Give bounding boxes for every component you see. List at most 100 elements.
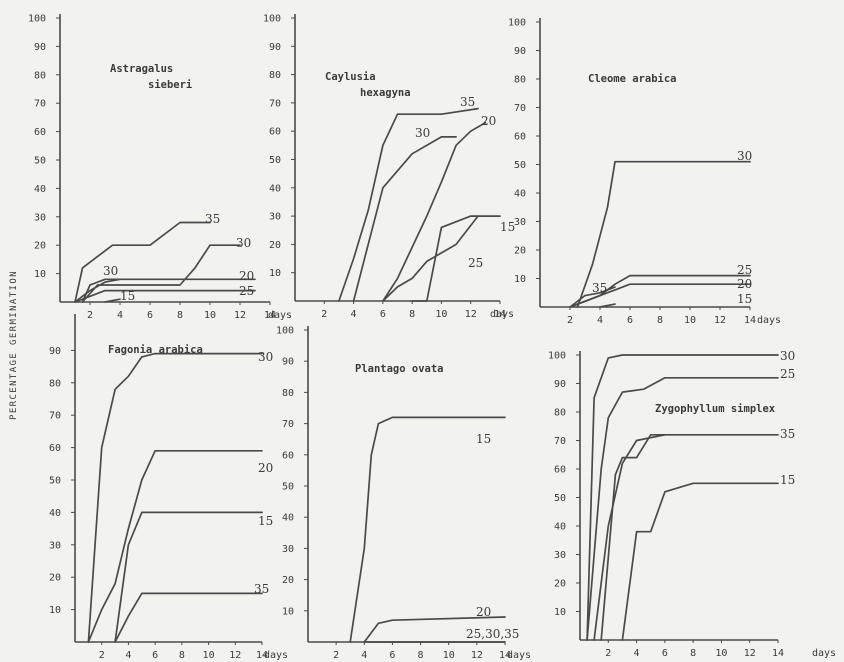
series-label: 25: [737, 263, 752, 277]
series-label: 25,30,35: [466, 627, 519, 641]
y-tick-label: 70: [514, 103, 526, 114]
y-tick-label: 80: [282, 388, 294, 399]
y-tick-label: 70: [34, 99, 46, 110]
y-tick-label: 50: [34, 156, 46, 167]
series-line-15: [621, 482, 779, 641]
x-tick-label: 4: [351, 309, 357, 320]
x-tick-label: 14: [499, 650, 511, 661]
chart-panel-3: 10 20 30 40 50 60 70 80 90 100 2 4 6 8 10 12 14 days Cleom…: [508, 18, 781, 327]
series-line-20: [363, 616, 506, 643]
y-tick-label: 20: [514, 246, 526, 257]
series-label: 15: [120, 289, 135, 303]
x-tick-label: 2: [605, 648, 611, 659]
series-line-25: [586, 376, 779, 641]
series-label: 30: [103, 264, 118, 278]
x-tick-label: 2: [333, 650, 339, 661]
chart-panel-6: 10 20 30 40 50 60 70 80 90 100 2 4 6 8 10 12 14 days Zygop…: [548, 349, 836, 659]
x-tick-label: 6: [389, 650, 395, 661]
y-tick-label: 80: [554, 408, 566, 419]
series-line-35: [338, 107, 479, 302]
chart-title: Astragalus: [110, 63, 173, 75]
series-line-35: [593, 433, 779, 641]
y-tick-label: 90: [34, 42, 46, 53]
y-tick-label: 100: [508, 18, 526, 29]
series-line-20: [382, 121, 487, 302]
x-tick-label: 10: [684, 315, 696, 326]
series-line-30: [87, 352, 263, 643]
x-tick-label: 2: [321, 309, 327, 320]
y-tick-label: 80: [514, 75, 526, 86]
y-tick-label: 50: [514, 160, 526, 171]
series-line-15: [599, 303, 616, 308]
x-unit-label: days: [490, 309, 514, 320]
y-tick-label: 30: [282, 544, 294, 555]
series-label: 30: [236, 236, 251, 250]
x-tick-label: 2: [87, 310, 93, 321]
x-tick-label: 8: [409, 309, 415, 320]
series-label: 15: [258, 514, 273, 528]
y-tick-label: 10: [269, 268, 281, 279]
x-tick-label: 10: [715, 648, 727, 659]
x-tick-label: 4: [117, 310, 123, 321]
y-tick-label: 20: [49, 573, 61, 584]
y-tick-label: 90: [514, 46, 526, 57]
x-tick-label: 6: [380, 309, 386, 320]
y-tick-label: 40: [554, 522, 566, 533]
x-tick-label: 8: [657, 315, 663, 326]
x-tick-label: 6: [662, 648, 668, 659]
x-tick-label: 12: [229, 650, 241, 661]
x-tick-label: 8: [690, 648, 696, 659]
y-tick-label: 40: [269, 183, 281, 194]
x-tick-label: 14: [264, 310, 276, 321]
x-tick-label: 4: [125, 650, 131, 661]
series-label: 30: [737, 149, 752, 163]
series-label: 20: [481, 114, 496, 128]
y-tick-label: 60: [514, 132, 526, 143]
y-tick-label: 100: [548, 351, 566, 362]
series-label: 35: [460, 95, 475, 109]
y-tick-label: 60: [554, 465, 566, 476]
y-tick-label: 30: [554, 550, 566, 561]
series-line-15: [114, 511, 263, 643]
y-tick-label: 90: [49, 346, 61, 357]
series-label: 15: [737, 292, 752, 306]
series-label: 20: [476, 605, 491, 619]
y-tick-label: 60: [34, 127, 46, 138]
series-line-30: [586, 354, 779, 641]
y-tick-label: 60: [282, 450, 294, 461]
x-tick-label: 6: [147, 310, 153, 321]
y-tick-label: 80: [34, 70, 46, 81]
chart-title: Cleome arabica: [588, 73, 677, 85]
y-tick-label: 40: [49, 508, 61, 519]
x-tick-label: 12: [471, 650, 483, 661]
x-tick-label: 6: [627, 315, 633, 326]
x-tick-label: 14: [494, 309, 506, 320]
y-tick-label: 20: [554, 579, 566, 590]
y-tick-label: 40: [514, 189, 526, 200]
series-line-20: [74, 278, 256, 303]
y-tick-label: 90: [554, 379, 566, 390]
x-tick-label: 14: [256, 650, 268, 661]
y-tick-label: 20: [34, 241, 46, 252]
x-tick-label: 8: [179, 650, 185, 661]
x-unit-label: days: [812, 648, 836, 659]
y-tick-label: 10: [514, 274, 526, 285]
x-tick-label: 4: [634, 648, 640, 659]
x-tick-label: 6: [152, 650, 158, 661]
x-tick-label: 10: [203, 650, 215, 661]
y-tick-label: 10: [49, 605, 61, 616]
y-tick-label: 30: [49, 540, 61, 551]
series-label: 25: [239, 284, 254, 298]
x-tick-label: 4: [597, 315, 603, 326]
series-line-30: [576, 160, 751, 308]
y-tick-label: 30: [514, 217, 526, 228]
chart-title: Zygophyllum simplex: [655, 403, 776, 415]
x-tick-label: 8: [177, 310, 183, 321]
y-tick-label: 80: [49, 378, 61, 389]
series-label: 35: [254, 582, 269, 596]
y-tick-label: 70: [49, 411, 61, 422]
series-line-20: [569, 283, 751, 308]
x-tick-label: 4: [361, 650, 367, 661]
